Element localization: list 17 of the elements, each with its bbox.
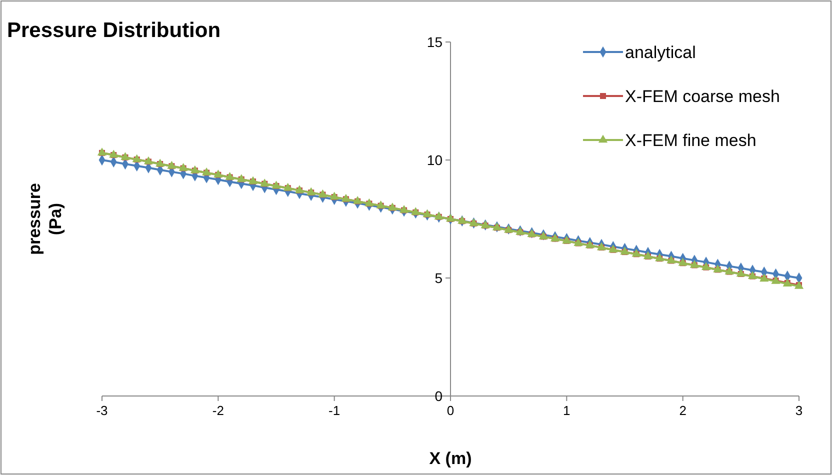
x-tick-label: 1 bbox=[563, 403, 570, 418]
legend-label: X-FEM coarse mesh bbox=[625, 87, 780, 106]
x-tick-label: -3 bbox=[96, 403, 108, 418]
y-tick-label: 15 bbox=[426, 34, 443, 50]
x-axis-title: X (m) bbox=[429, 449, 472, 468]
y-tick-label: 10 bbox=[426, 152, 443, 168]
x-tick-label: -1 bbox=[328, 403, 340, 418]
y-axis-title: pressure (Pa) bbox=[25, 183, 65, 255]
chart-title: Pressure Distribution bbox=[7, 19, 221, 42]
y-tick-label: 5 bbox=[434, 270, 443, 286]
legend-label: X-FEM fine mesh bbox=[625, 131, 756, 150]
x-tick-label: 3 bbox=[795, 403, 803, 418]
y-tick-label: 0 bbox=[434, 388, 443, 404]
x-tick-label: 2 bbox=[679, 403, 686, 418]
x-tick-label: -2 bbox=[212, 403, 224, 418]
x-tick-label: 0 bbox=[446, 403, 454, 418]
legend-label: analytical bbox=[625, 43, 696, 62]
